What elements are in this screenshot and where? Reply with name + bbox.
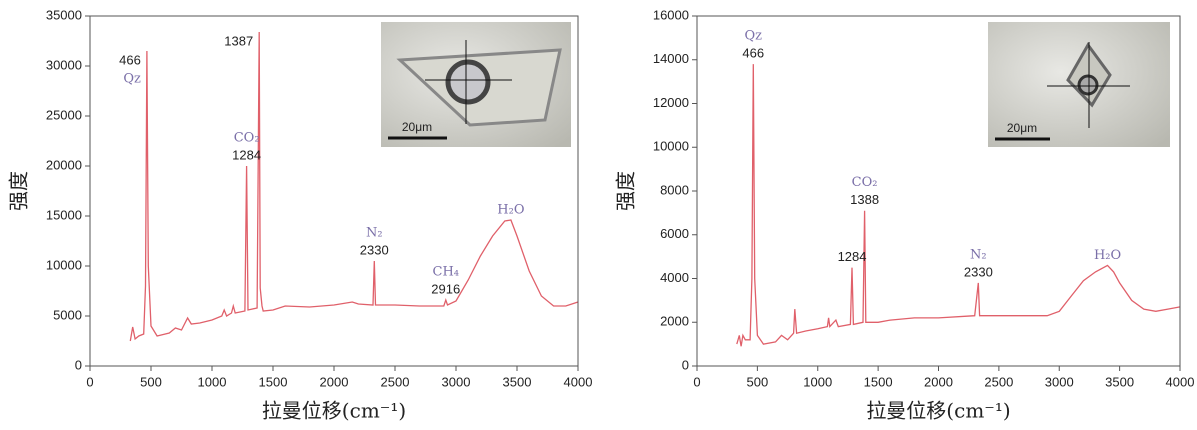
y-tick-label: 14000 bbox=[653, 51, 689, 66]
y-tick-label: 15000 bbox=[46, 207, 82, 222]
x-tick-label: 0 bbox=[693, 374, 700, 389]
scale-label: 20μm bbox=[402, 120, 432, 134]
y-axis-label: 强度 bbox=[7, 171, 31, 211]
y-tick-label: 2000 bbox=[660, 314, 689, 329]
x-tick-label: 0 bbox=[86, 374, 93, 389]
x-tick-label: 500 bbox=[140, 374, 162, 389]
y-tick-label: 8000 bbox=[660, 182, 689, 197]
scale-label: 20μm bbox=[1007, 121, 1037, 135]
inset-photo: 20μm bbox=[988, 22, 1170, 147]
x-tick-label: 1000 bbox=[198, 374, 227, 389]
species-label: Qz bbox=[123, 72, 141, 87]
x-tick-label: 1000 bbox=[803, 374, 832, 389]
x-tick-label: 4000 bbox=[1166, 374, 1195, 389]
x-tick-label: 2500 bbox=[381, 374, 410, 389]
x-tick-label: 3000 bbox=[442, 374, 471, 389]
y-tick-label: 10000 bbox=[46, 257, 82, 272]
y-tick-label: 20000 bbox=[46, 157, 82, 172]
x-axis-label: 拉曼位移(cm⁻¹) bbox=[866, 399, 1010, 423]
x-tick-label: 2000 bbox=[320, 374, 349, 389]
peak-label: 1388 bbox=[850, 192, 879, 207]
y-tick-label: 5000 bbox=[53, 307, 82, 322]
y-tick-label: 0 bbox=[682, 357, 689, 372]
y-tick-label: 30000 bbox=[46, 57, 82, 72]
y-tick-label: 12000 bbox=[653, 95, 689, 110]
peak-label: 466 bbox=[119, 52, 141, 67]
y-tick-label: 0 bbox=[75, 357, 82, 372]
peak-label: 466 bbox=[742, 46, 764, 61]
inset-photo: 20μm bbox=[381, 22, 571, 147]
peak-label: 2330 bbox=[964, 264, 993, 279]
spectrum-line bbox=[736, 64, 1181, 347]
y-tick-label: 16000 bbox=[653, 7, 689, 22]
x-tick-label: 2000 bbox=[924, 374, 953, 389]
x-tick-label: 3500 bbox=[503, 374, 532, 389]
species-label: CO₂ bbox=[234, 131, 260, 146]
y-tick-label: 25000 bbox=[46, 107, 82, 122]
species-label: CH₄ bbox=[433, 265, 460, 280]
x-tick-label: 500 bbox=[747, 374, 769, 389]
y-tick-label: 4000 bbox=[660, 270, 689, 285]
x-tick-label: 1500 bbox=[259, 374, 288, 389]
peak-label: 2330 bbox=[360, 242, 389, 257]
x-tick-label: 1500 bbox=[864, 374, 893, 389]
peak-label: 1284 bbox=[838, 249, 867, 264]
species-label: Qz bbox=[745, 29, 763, 44]
spectrum-line bbox=[129, 31, 579, 342]
x-tick-label: 2500 bbox=[984, 374, 1013, 389]
x-tick-label: 3000 bbox=[1045, 374, 1074, 389]
species-label: N₂ bbox=[970, 247, 987, 262]
peak-label: 1387 bbox=[224, 33, 253, 48]
y-tick-label: 10000 bbox=[653, 139, 689, 154]
x-tick-label: 3500 bbox=[1105, 374, 1134, 389]
peak-label: 1284 bbox=[232, 147, 261, 162]
species-label: H₂O bbox=[497, 203, 524, 218]
y-axis-label: 强度 bbox=[614, 171, 638, 211]
y-tick-label: 6000 bbox=[660, 226, 689, 241]
species-label: CO₂ bbox=[852, 175, 878, 190]
x-tick-label: 4000 bbox=[564, 374, 593, 389]
peak-label: 2916 bbox=[431, 281, 460, 296]
species-label: N₂ bbox=[366, 226, 383, 241]
species-label: H₂O bbox=[1094, 248, 1121, 263]
x-axis-label: 拉曼位移(cm⁻¹) bbox=[262, 399, 406, 423]
y-tick-label: 35000 bbox=[46, 7, 82, 22]
